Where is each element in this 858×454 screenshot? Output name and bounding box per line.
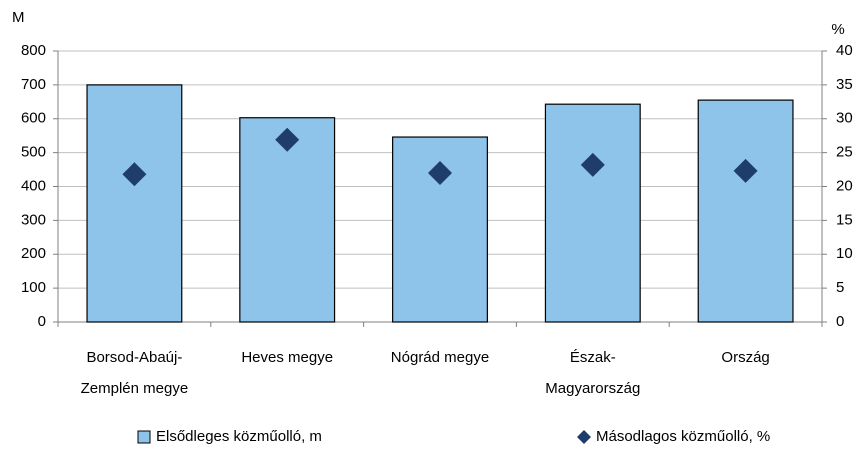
marker [275, 127, 300, 152]
x-tick-label: Heves megye [241, 349, 333, 366]
y2-axis-label: % [831, 21, 844, 38]
y-tick-label: 600 [21, 110, 46, 127]
legend-label: Elsődleges közműolló, m [156, 428, 322, 445]
y-tick-label: 200 [21, 245, 46, 262]
x-tick-label: Borsod-Abaúj- [86, 349, 182, 366]
bar [239, 117, 336, 323]
bar [86, 84, 183, 323]
y-tick-label: 700 [21, 76, 46, 93]
legend-label: Másodlagos közműolló, % [596, 428, 770, 445]
y-tick-label: 300 [21, 211, 46, 228]
marker [580, 152, 605, 177]
x-tick-label: Nógrád megye [391, 349, 489, 366]
y-tick-label: 500 [21, 144, 46, 161]
y2-tick-label: 0 [836, 313, 844, 330]
marker [733, 158, 758, 183]
legend-marker [137, 430, 151, 444]
y2-tick-label: 35 [836, 76, 853, 93]
y2-tick-label: 5 [836, 279, 844, 296]
marker [428, 160, 452, 185]
x-tick-label: Magyarország [545, 380, 640, 397]
y2-tick-label: 25 [836, 144, 853, 161]
x-tick-label: Zemplén megye [81, 380, 189, 397]
x-tick-label: Észak- [570, 349, 616, 366]
y-tick-label: 0 [38, 313, 46, 330]
bar [697, 99, 794, 323]
y-axis-label: M [12, 9, 25, 26]
legend-marker [577, 430, 591, 444]
y2-tick-label: 40 [836, 42, 853, 59]
y-tick-label: 400 [21, 177, 46, 194]
y2-tick-label: 20 [836, 177, 853, 194]
y-tick-label: 800 [21, 42, 46, 59]
marker [122, 162, 147, 187]
y2-tick-label: 10 [836, 245, 853, 262]
y2-tick-label: 30 [836, 110, 853, 127]
bar [544, 103, 641, 323]
y2-tick-label: 15 [836, 211, 853, 228]
x-tick-label: Ország [721, 349, 769, 366]
y-tick-label: 100 [21, 279, 46, 296]
